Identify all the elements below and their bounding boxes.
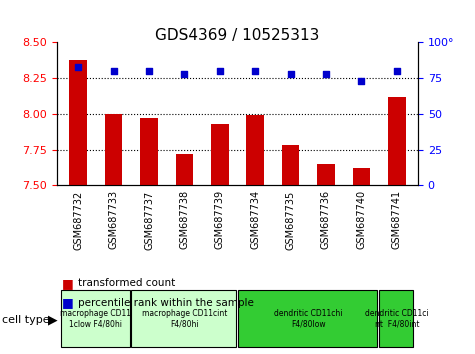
- Bar: [69, 59, 87, 185]
- Text: ■: ■: [62, 296, 74, 309]
- Point: [145, 68, 153, 74]
- FancyBboxPatch shape: [379, 290, 413, 347]
- FancyBboxPatch shape: [131, 290, 236, 347]
- Text: GDS4369 / 10525313: GDS4369 / 10525313: [155, 28, 320, 43]
- Bar: [140, 118, 158, 185]
- Point: [287, 71, 294, 77]
- Text: ■: ■: [62, 277, 74, 290]
- Text: macrophage CD11cint
F4/80hi: macrophage CD11cint F4/80hi: [142, 309, 227, 328]
- Text: macrophage CD11
1clow F4/80hi: macrophage CD11 1clow F4/80hi: [60, 309, 132, 328]
- Bar: [176, 154, 193, 185]
- Text: dendritic CD11ci
nt  F4/80int: dendritic CD11ci nt F4/80int: [365, 309, 428, 328]
- Text: cell type: cell type: [2, 315, 50, 325]
- Point: [180, 71, 188, 77]
- Bar: [282, 145, 299, 185]
- Point: [216, 68, 224, 74]
- Point: [251, 68, 259, 74]
- Text: dendritic CD11chi
F4/80low: dendritic CD11chi F4/80low: [274, 309, 342, 328]
- Bar: [105, 114, 123, 185]
- Bar: [388, 97, 406, 185]
- FancyBboxPatch shape: [60, 290, 130, 347]
- Point: [358, 78, 365, 84]
- Point: [75, 64, 82, 70]
- Text: transformed count: transformed count: [78, 278, 176, 288]
- Bar: [247, 115, 264, 185]
- Bar: [211, 124, 228, 185]
- Point: [393, 68, 400, 74]
- Bar: [352, 168, 370, 185]
- Text: ▶: ▶: [48, 314, 57, 327]
- FancyBboxPatch shape: [238, 290, 377, 347]
- Bar: [317, 164, 335, 185]
- Point: [322, 71, 330, 77]
- Point: [110, 68, 117, 74]
- Text: percentile rank within the sample: percentile rank within the sample: [78, 298, 254, 308]
